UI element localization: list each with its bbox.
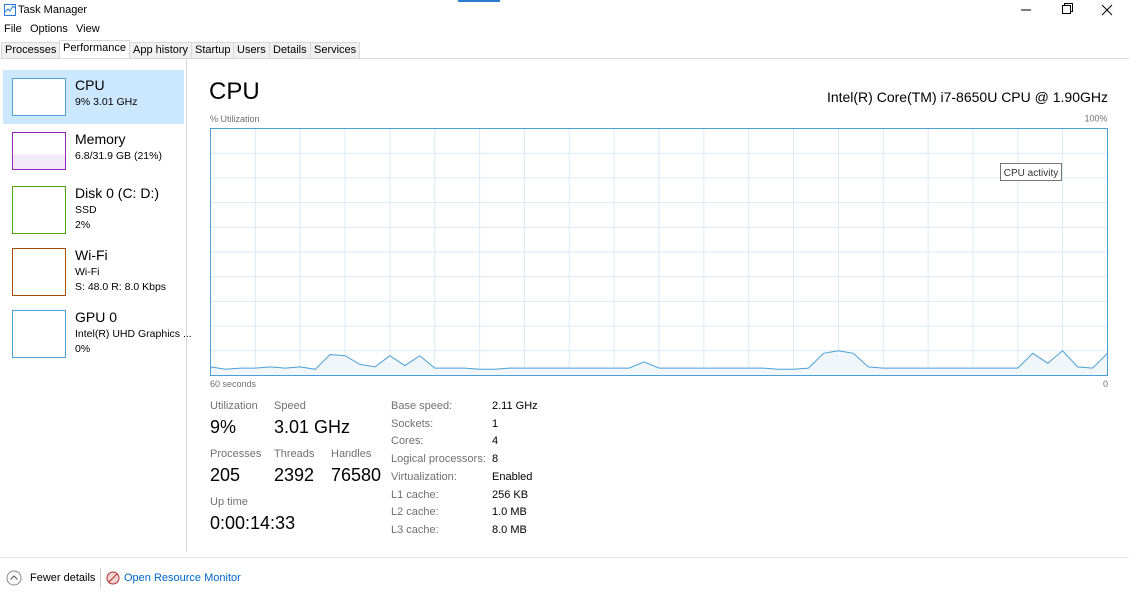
thumbnail: [12, 248, 66, 296]
sidebar-detail: 9% 3.01 GHz: [75, 96, 138, 108]
stat-label: Up time: [210, 496, 248, 508]
tab[interactable]: Processes: [1, 42, 61, 58]
stat-value: 76580: [331, 465, 382, 485]
spec-label: Cores:: [391, 435, 424, 448]
stat-value: 9%: [210, 417, 237, 437]
x-end-label: 0: [1102, 379, 1108, 389]
tab[interactable]: Startup: [191, 42, 235, 58]
window-controls[interactable]: [1010, 0, 1129, 22]
monitor-icon: [106, 571, 120, 585]
cpu-model: Intel(R) Core(TM) i7-8650U CPU @ 1.90GHz: [826, 89, 1108, 105]
menu-item[interactable]: View: [76, 23, 100, 35]
thumbnail: [12, 78, 66, 116]
tab[interactable]: Details: [269, 42, 311, 58]
sidebar-detail: Wi-Fi: [75, 266, 100, 278]
cpu-area: [210, 350, 1108, 376]
sidebar-detail: 6.8/31.9 GB (21%): [75, 150, 162, 162]
thumbnail: [12, 310, 66, 358]
stat-label: Speed: [274, 400, 306, 412]
sidebar-name: Wi-Fi: [75, 247, 108, 263]
sidebar-detail: 0%: [75, 343, 91, 355]
stat-value: 205: [210, 465, 241, 485]
y-tick-label: 100%: [1084, 114, 1107, 124]
spec-value: 8.0 MB: [492, 523, 527, 536]
graph-border: [210, 128, 1108, 376]
stat-value: 2392: [274, 465, 315, 485]
cpu-line: [210, 350, 1108, 370]
stat-label: Threads: [274, 448, 315, 460]
tooltip: CPU activity: [1004, 168, 1058, 179]
spec-label: Base speed:: [391, 400, 453, 412]
sidebar-detail: 2%: [75, 219, 91, 231]
tab-rule: [0, 58, 1129, 59]
sidebar-detail: S: 48.0 R: 8.0 Kbps: [75, 281, 167, 293]
tab[interactable]: App history: [129, 42, 193, 58]
stat-value: 0:00:14:33: [210, 513, 296, 533]
open-resource-monitor[interactable]: Open Resource Monitor: [124, 572, 241, 584]
stat-value: 3.01 GHz: [274, 417, 351, 437]
spec-label: Virtualization:: [391, 470, 457, 483]
spec-value: 256 KB: [492, 488, 529, 501]
thumbnail: [12, 132, 66, 170]
collapse-icon[interactable]: [6, 570, 22, 586]
footer-divider: [100, 568, 101, 588]
tab[interactable]: Services: [310, 42, 361, 58]
menu-item[interactable]: Options: [30, 23, 68, 35]
x-label: 60 seconds: [210, 379, 257, 389]
tooltip-box: [1000, 163, 1062, 181]
spec-value: 4: [492, 435, 499, 448]
fewer-details[interactable]: Fewer details: [30, 572, 96, 584]
sidebar-name: GPU 0: [75, 309, 118, 325]
stat-label: Utilization: [210, 400, 258, 412]
stat-label: Processes: [210, 448, 262, 460]
spec-label: Sockets:: [391, 417, 434, 430]
sidebar-detail: SSD: [75, 204, 97, 216]
spec-value: 8: [492, 453, 499, 466]
thumbnail: [12, 186, 66, 234]
sidebar-divider: [186, 59, 187, 552]
spec-value: Enabled: [492, 470, 533, 483]
footer-rule: [0, 557, 1129, 558]
spec-label: L3 cache:: [391, 523, 439, 536]
spec-label: L1 cache:: [391, 488, 439, 501]
perf-title: CPU: [209, 78, 260, 105]
tab[interactable]: Performance: [59, 40, 130, 58]
y-label: % Utilization: [210, 114, 260, 124]
sidebar-name: CPU: [75, 77, 105, 93]
sidebar-detail: Intel(R) UHD Graphics ...: [75, 328, 192, 340]
spec-value: 1.0 MB: [492, 506, 527, 519]
focus-bar: [458, 0, 500, 2]
menu-item[interactable]: File: [4, 23, 22, 35]
spec-label: Logical processors:: [391, 453, 486, 466]
spec-value: 1: [492, 417, 499, 430]
tab[interactable]: Users: [233, 42, 270, 58]
stat-label: Handles: [331, 448, 372, 460]
app-icon: [4, 4, 16, 16]
cpu-graph: 100% CPU activity: [210, 114, 1108, 376]
spec-label: L2 cache:: [391, 506, 439, 519]
window-title: Task Manager: [18, 4, 88, 16]
spec-value: 2.11 GHz: [492, 400, 538, 412]
sidebar-name: Disk 0 (C: D:): [75, 185, 159, 201]
sidebar-name: Memory: [75, 131, 126, 147]
